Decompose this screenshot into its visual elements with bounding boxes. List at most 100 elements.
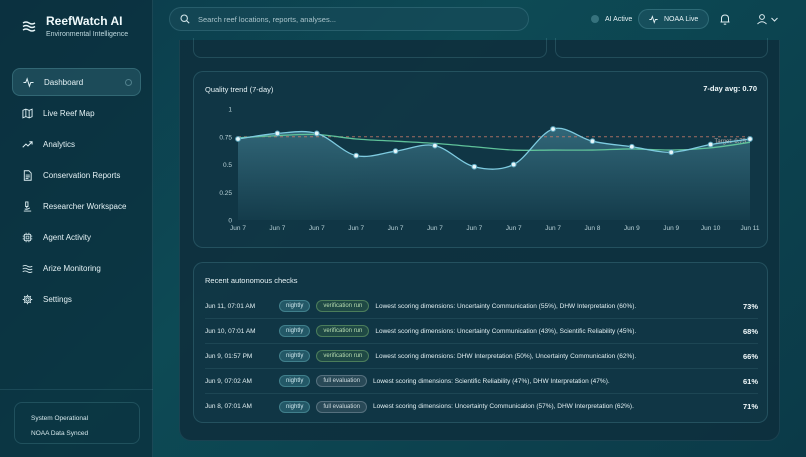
x-tick-label: Jun 7 bbox=[309, 225, 325, 232]
sidebar-nav: Dashboard Live Reef Map Analytics Conser… bbox=[12, 68, 141, 316]
noaa-live-label: NOAA Live bbox=[664, 15, 699, 23]
pulse-icon bbox=[23, 76, 34, 88]
chevron-down-icon[interactable] bbox=[770, 12, 779, 26]
ai-active-indicator: AI Active bbox=[581, 9, 642, 29]
check-score: 73% bbox=[742, 301, 758, 311]
sidebar-divider bbox=[0, 389, 153, 390]
x-tick-label: Jun 7 bbox=[388, 225, 404, 232]
data-point bbox=[707, 141, 714, 148]
x-tick-label: Jun 8 bbox=[585, 225, 601, 232]
sidebar-item-dashboard[interactable]: Dashboard bbox=[12, 68, 141, 96]
check-time: Jun 9, 01:57 PM bbox=[205, 352, 253, 360]
data-point bbox=[510, 161, 517, 168]
pulse-icon bbox=[649, 14, 658, 24]
check-time: Jun 8, 07:01 AM bbox=[205, 403, 252, 410]
nightly-badge: nightly bbox=[279, 350, 311, 362]
data-point bbox=[432, 142, 438, 149]
run-type-badge: verification run bbox=[316, 350, 370, 362]
search-input[interactable] bbox=[198, 14, 498, 24]
search-icon bbox=[180, 14, 190, 24]
data-point bbox=[747, 136, 753, 142]
y-tick-label: 0.5 bbox=[223, 162, 232, 169]
sidebar-item-label: Agent Activity bbox=[43, 232, 92, 242]
system-status-text: System Operational bbox=[31, 415, 89, 422]
check-row[interactable]: Jun 11, 07:01 AM nightly verification run L… bbox=[205, 294, 758, 319]
sidebar-item-settings[interactable]: Settings bbox=[12, 285, 141, 313]
checks-title: Recent autonomous checks bbox=[205, 276, 298, 285]
check-time: Jun 10, 07:01 AM bbox=[205, 327, 256, 335]
ai-active-label: AI Active bbox=[605, 15, 633, 23]
waves-logo-icon bbox=[22, 21, 36, 32]
x-tick-label: Jun 11 bbox=[740, 225, 759, 232]
check-row[interactable]: Jun 8, 07:01 AM nightly full evaluation Low… bbox=[205, 394, 758, 419]
check-summary: Lowest scoring dimensions: Scientific Re… bbox=[373, 377, 610, 385]
sidebar-item-agent-activity[interactable]: Agent Activity bbox=[12, 223, 141, 251]
check-summary: Lowest scoring dimensions: Uncertainty C… bbox=[373, 403, 634, 410]
run-type-badge: verification run bbox=[316, 325, 370, 337]
sidebar-item-analytics[interactable]: Analytics bbox=[12, 130, 141, 158]
app-title: ReefWatch AI bbox=[46, 14, 123, 28]
user-icon[interactable] bbox=[755, 12, 769, 26]
data-point bbox=[392, 148, 399, 155]
x-tick-label: Jun 7 bbox=[545, 225, 561, 232]
quality-trend-chart: 0 0.25 0.5 0.75 1 Jun 7 Jun 7 Jun 7 Jun 7 Jun 7 Ju… bbox=[219, 107, 760, 233]
noaa-live-button[interactable]: NOAA Live bbox=[638, 9, 710, 29]
microscope-icon bbox=[23, 200, 32, 212]
waves-icon bbox=[22, 264, 33, 273]
sidebar-item-label: Conservation Reports bbox=[43, 170, 121, 180]
trend-icon bbox=[22, 140, 33, 148]
data-point bbox=[628, 143, 635, 150]
x-tick-label: Jun 9 bbox=[624, 225, 640, 232]
check-row[interactable]: Jun 9, 07:02 AM nightly full evaluation Low… bbox=[205, 369, 758, 394]
check-row[interactable]: Jun 10, 07:01 AM nightly verification run L… bbox=[205, 319, 758, 344]
sidebar-item-live-reef-map[interactable]: Live Reef Map bbox=[12, 99, 141, 127]
run-type-badge: full evaluation bbox=[316, 400, 368, 413]
brand[interactable]: ReefWatch AI Environmental Intelligence bbox=[22, 14, 128, 38]
sidebar-item-conservation-reports[interactable]: Conservation Reports bbox=[12, 161, 141, 189]
sidebar-item-label: Dashboard bbox=[44, 77, 84, 87]
chart-title: Quality trend (7-day) bbox=[205, 85, 274, 94]
sidebar-item-label: Arize Monitoring bbox=[43, 263, 101, 273]
nightly-badge: nightly bbox=[279, 375, 311, 387]
check-summary: Lowest scoring dimensions: DHW Interpret… bbox=[375, 352, 637, 360]
x-tick-label: Jun 9 bbox=[663, 225, 679, 232]
y-tick-label: 0.25 bbox=[219, 190, 232, 197]
x-tick-label: Jun 10 bbox=[701, 225, 721, 232]
check-time: Jun 11, 07:01 AM bbox=[205, 302, 256, 310]
check-score: 61% bbox=[742, 376, 758, 386]
sidebar: ReefWatch AI Environmental Intelligence … bbox=[0, 0, 153, 457]
x-tick-label: Jun 7 bbox=[269, 225, 285, 232]
data-point bbox=[668, 149, 675, 156]
check-row[interactable]: Jun 9, 01:57 PM nightly verification run Lo… bbox=[205, 344, 758, 369]
recent-checks-card: Recent autonomous checks Jun 11, 07:01 A… bbox=[193, 262, 768, 423]
seven-day-average: 7-day avg: 0.70 bbox=[703, 84, 757, 93]
nightly-badge: nightly bbox=[279, 400, 311, 413]
gear-icon bbox=[22, 294, 33, 304]
x-tick-label: Jun 7 bbox=[427, 225, 443, 232]
data-point bbox=[313, 130, 320, 137]
sidebar-item-label: Live Reef Map bbox=[43, 108, 95, 118]
data-sync-status-text: NOAA Data Synced bbox=[31, 430, 89, 437]
top-bar: AI Active NOAA Live bbox=[153, 0, 806, 40]
x-tick-label: Jun 7 bbox=[506, 225, 522, 232]
sidebar-item-label: Settings bbox=[43, 294, 72, 304]
run-type-badge: verification run bbox=[316, 300, 370, 312]
sidebar-item-arize-monitoring[interactable]: Arize Monitoring bbox=[12, 254, 141, 282]
y-tick-label: 0.75 bbox=[219, 134, 232, 141]
cpu-icon bbox=[22, 232, 33, 242]
app-subtitle: Environmental Intelligence bbox=[46, 31, 129, 38]
previous-card-bottom bbox=[555, 38, 768, 58]
sidebar-item-label: Analytics bbox=[43, 139, 76, 149]
sidebar-item-researcher-workspace[interactable]: Researcher Workspace bbox=[12, 192, 141, 220]
bell-icon[interactable] bbox=[718, 12, 732, 26]
ai-status-dot bbox=[591, 15, 599, 23]
active-indicator bbox=[125, 78, 132, 86]
check-score: 66% bbox=[742, 351, 758, 361]
series-line-quality bbox=[237, 127, 751, 170]
search-bar[interactable] bbox=[169, 7, 529, 31]
x-tick-label: Jun 7 bbox=[348, 225, 364, 232]
check-score: 68% bbox=[742, 326, 758, 336]
document-icon bbox=[23, 169, 32, 181]
